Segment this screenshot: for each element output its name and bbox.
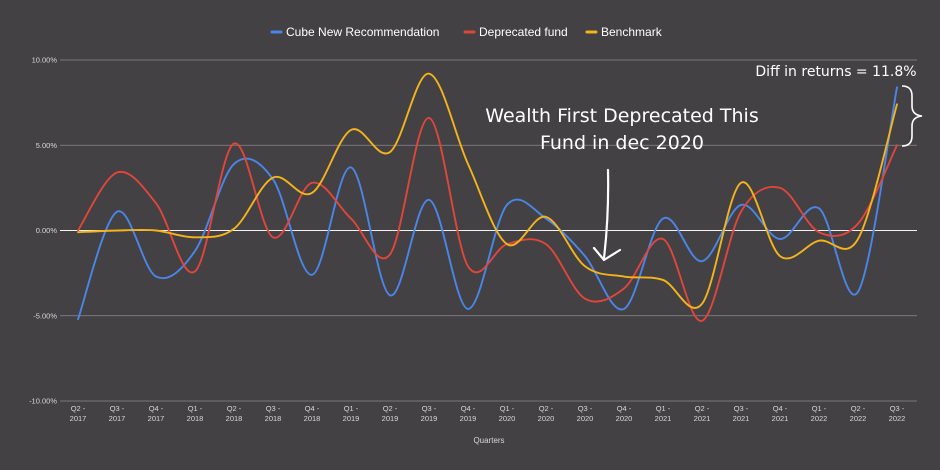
legend-label: Benchmark [601,25,663,39]
x-tick-label: Q1 - [188,404,203,413]
legend-label: Deprecated fund [479,25,568,39]
deprecation-text-line-1: Wealth First Deprecated This [485,105,758,127]
x-tick-label: Q4 - [773,404,788,413]
x-tick-label: Q3 - [110,404,125,413]
x-tick-label: 2019 [382,414,399,423]
curly-brace-icon [901,85,923,147]
x-tick-label: 2022 [811,414,828,423]
deprecation-annotation: Wealth First Deprecated This Fund in dec… [485,105,759,262]
diff-text: Diff in returns = 11.8% [755,64,916,80]
x-tick-label: Q2 - [539,404,554,413]
x-tick-label: 2019 [460,414,477,423]
x-tick-label: 2021 [655,414,672,423]
grid-lines [60,59,917,402]
x-tick-label: 2021 [733,414,750,423]
y-tick-label: 5.00% [36,141,58,150]
x-tick-label: Q1 - [812,404,827,413]
x-tick-label: 2017 [70,414,87,423]
x-tick-label: 2022 [850,414,867,423]
x-tick-label: 2019 [343,414,360,423]
x-tick-label: 2019 [421,414,438,423]
x-tick-label: 2021 [694,414,711,423]
series-line-deprecated-fund [77,117,898,322]
diff-annotation: Diff in returns = 11.8% [755,64,923,147]
x-tick-label: Q3 - [266,404,281,413]
x-tick-label: Q1 - [656,404,671,413]
x-tick-label: Q4 - [305,404,320,413]
series-line-benchmark [77,72,898,309]
x-tick-label: 2020 [616,414,633,423]
x-tick-label: 2021 [772,414,789,423]
x-tick-label: 2022 [889,414,906,423]
x-tick-label: 2020 [538,414,555,423]
legend-label: Cube New Recommendation [286,25,439,39]
down-arrow-icon [592,168,622,262]
series-lines [77,72,898,322]
x-axis-title: Quarters [473,436,504,445]
x-tick-label: Q2 - [695,404,710,413]
x-tick-label: Q1 - [500,404,515,413]
x-tick-label: Q3 - [422,404,437,413]
y-tick-label: 0.00% [36,226,58,235]
x-tick-label: Q3 - [578,404,593,413]
x-tick-label: 2020 [577,414,594,423]
x-tick-label: 2018 [265,414,282,423]
deprecation-text-line-2: Fund in dec 2020 [540,132,704,154]
x-tick-label: 2020 [499,414,516,423]
x-tick-label: Q4 - [149,404,164,413]
x-tick-label: Q3 - [734,404,749,413]
x-tick-label: 2018 [226,414,243,423]
y-tick-label: -5.00% [33,311,57,320]
legend: Cube New Recommendation Deprecated fund Be… [270,25,663,39]
x-tick-label: Q2 - [383,404,398,413]
x-tick-label: Q2 - [71,404,86,413]
x-tick-label: 2017 [148,414,165,423]
x-tick-label: Q4 - [617,404,632,413]
y-tick-label: -10.00% [29,397,57,406]
x-tick-label: Q4 - [461,404,476,413]
x-tick-label: Q2 - [851,404,866,413]
y-tick-label: 10.00% [32,56,58,65]
x-tick-label: 2018 [304,414,321,423]
x-tick-label: 2017 [109,414,126,423]
x-tick-label: Q3 - [890,404,905,413]
x-tick-label: Q2 - [227,404,242,413]
x-tick-label: 2018 [187,414,204,423]
series-line-cube-new-recommendation [77,86,898,321]
y-axis-ticks: 10.00% 5.00% 0.00% -5.00% -10.00% [29,56,57,406]
x-tick-label: Q1 - [344,404,359,413]
